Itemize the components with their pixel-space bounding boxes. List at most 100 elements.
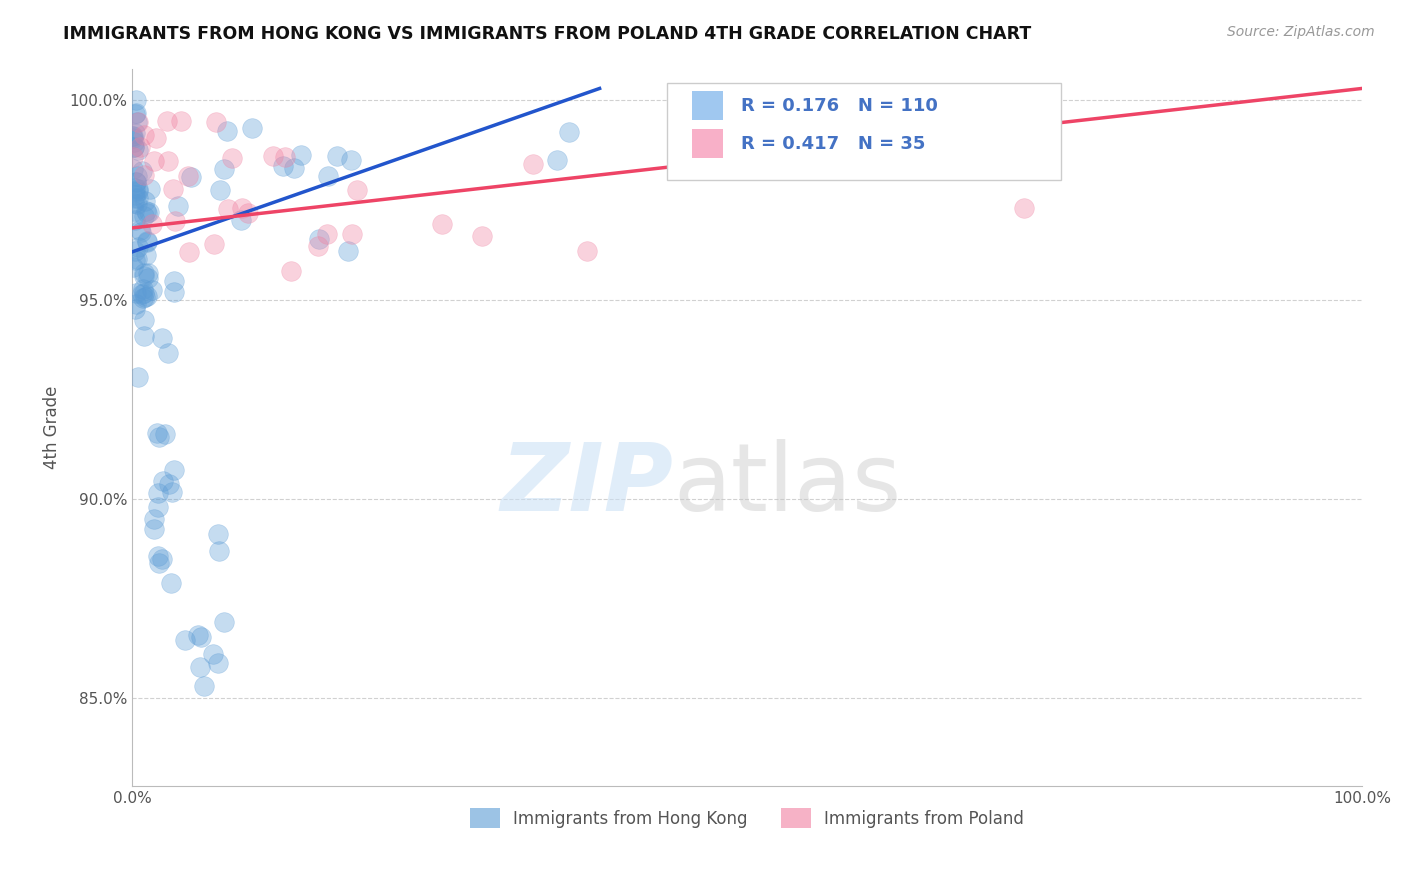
Point — [163, 274, 186, 288]
Point — [127, 143, 149, 157]
Point — [122, 260, 145, 275]
Point — [138, 205, 160, 219]
Point — [128, 223, 150, 237]
Point — [146, 549, 169, 564]
Point — [207, 656, 229, 670]
Bar — [692, 129, 723, 158]
Point — [201, 648, 224, 662]
Point — [160, 575, 183, 590]
FancyBboxPatch shape — [668, 83, 1060, 179]
Point — [340, 227, 363, 241]
Y-axis label: 4th Grade: 4th Grade — [44, 385, 60, 469]
Point — [339, 153, 361, 168]
Point — [546, 153, 568, 168]
Point — [1012, 201, 1035, 215]
Point — [217, 124, 239, 138]
Point — [121, 162, 143, 177]
Point — [134, 194, 156, 209]
Point — [132, 329, 155, 343]
Point — [127, 182, 149, 196]
Point — [236, 206, 259, 220]
Point — [125, 169, 148, 184]
Point — [122, 139, 145, 153]
Point — [150, 551, 173, 566]
Point — [135, 235, 157, 249]
Point — [127, 185, 149, 199]
Point — [141, 217, 163, 231]
Point — [231, 201, 253, 215]
Point — [124, 187, 146, 202]
Text: IMMIGRANTS FROM HONG KONG VS IMMIGRANTS FROM POLAND 4TH GRADE CORRELATION CHART: IMMIGRANTS FROM HONG KONG VS IMMIGRANTS … — [63, 25, 1032, 43]
Legend: Immigrants from Hong Kong, Immigrants from Poland: Immigrants from Hong Kong, Immigrants fr… — [464, 801, 1031, 835]
Point — [124, 175, 146, 189]
Point — [124, 253, 146, 268]
Point — [124, 107, 146, 121]
Point — [121, 150, 143, 164]
Text: R = 0.176   N = 110: R = 0.176 N = 110 — [741, 97, 938, 115]
Point — [122, 203, 145, 218]
Point — [131, 287, 153, 301]
Point — [127, 191, 149, 205]
Point — [121, 131, 143, 145]
Point — [145, 131, 167, 145]
Point — [132, 209, 155, 223]
Point — [166, 199, 188, 213]
Point — [125, 297, 148, 311]
Point — [207, 527, 229, 541]
Point — [124, 302, 146, 317]
Point — [155, 114, 177, 128]
Point — [132, 313, 155, 327]
Point — [162, 182, 184, 196]
Point — [163, 214, 186, 228]
Point — [132, 268, 155, 283]
Point — [125, 252, 148, 266]
Point — [125, 93, 148, 107]
Point — [136, 266, 159, 280]
Text: R = 0.417   N = 35: R = 0.417 N = 35 — [741, 135, 925, 153]
Point — [522, 156, 544, 170]
Point — [190, 630, 212, 644]
Point — [122, 140, 145, 154]
Point — [134, 248, 156, 262]
Point — [273, 159, 295, 173]
Point — [122, 136, 145, 150]
Point — [148, 430, 170, 444]
Point — [155, 426, 177, 441]
Point — [143, 522, 166, 536]
Bar — [692, 92, 723, 120]
Point — [122, 196, 145, 211]
Point — [1024, 113, 1046, 128]
Point — [136, 289, 159, 303]
Point — [212, 162, 235, 177]
Point — [125, 106, 148, 120]
Point — [124, 191, 146, 205]
Point — [157, 477, 180, 491]
Point — [204, 115, 226, 129]
Point — [217, 202, 239, 217]
Point — [430, 217, 453, 231]
Point — [163, 463, 186, 477]
Point — [142, 153, 165, 168]
Point — [145, 425, 167, 440]
Point — [148, 557, 170, 571]
Point — [127, 240, 149, 254]
Point — [124, 126, 146, 140]
Point — [337, 244, 360, 259]
Point — [132, 267, 155, 281]
Point — [150, 331, 173, 345]
Point — [177, 169, 200, 184]
Point — [148, 500, 170, 514]
Point — [135, 203, 157, 218]
Point — [471, 228, 494, 243]
Point — [315, 227, 337, 241]
Point — [128, 140, 150, 154]
Point — [136, 234, 159, 248]
Point — [141, 283, 163, 297]
Point — [202, 236, 225, 251]
Text: ZIP: ZIP — [501, 439, 673, 531]
Point — [127, 115, 149, 129]
Point — [143, 512, 166, 526]
Point — [575, 244, 598, 258]
Point — [242, 120, 264, 135]
Point — [136, 206, 159, 220]
